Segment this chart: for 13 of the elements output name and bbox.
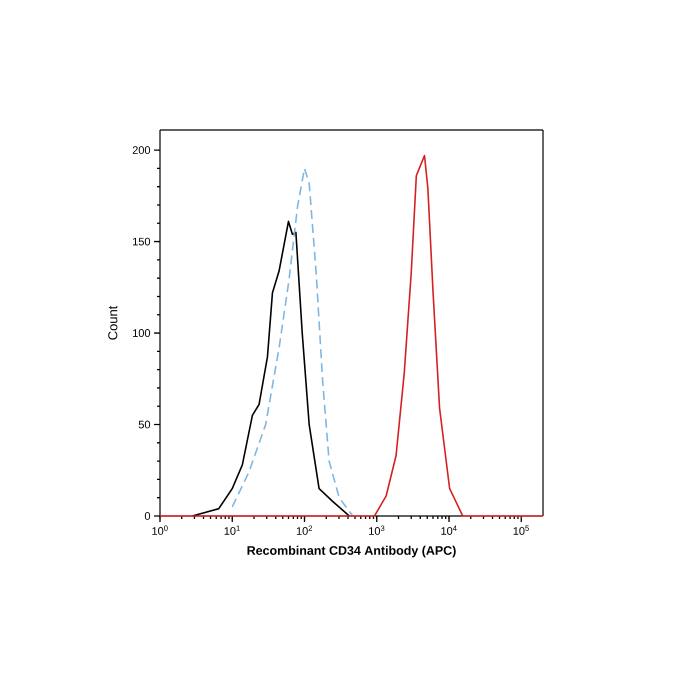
y-tick-label: 100: [133, 329, 150, 337]
x-tick-label: 10$^{4}$: [441, 525, 457, 535]
x-tick-label: 10$^{5}$: [514, 525, 529, 535]
x-tick-label: 10$^{0}$: [152, 525, 168, 535]
y-tick-label: 150: [133, 238, 150, 246]
x-axis-title: Recombinant CD34 Antibody (APC): [248, 546, 456, 558]
y-axis-title: Count: [108, 306, 118, 340]
y-tick-label: 200: [132, 146, 150, 154]
x-tick-label: 10$^{3}$: [369, 525, 384, 535]
y-tick-label: 0: [144, 512, 150, 520]
y-tick-label: 50: [138, 420, 150, 428]
x-tick-label: 10$^{2}$: [296, 525, 312, 535]
x-tick-label: 10$^{1}$: [224, 525, 240, 535]
